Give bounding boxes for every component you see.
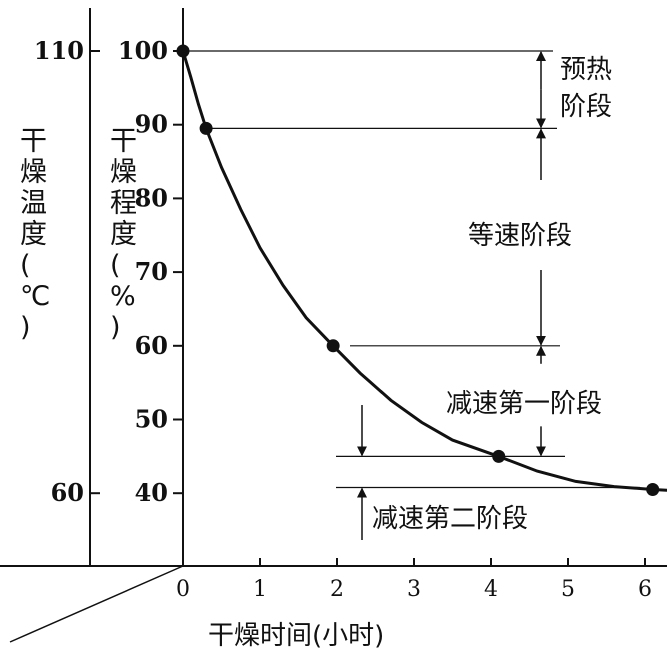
x-tick-label: 5 [561,577,575,602]
y-tick-label: 80 [135,183,168,212]
y-axis-label: 干燥程度(%) [110,126,137,343]
temperature-tick-label: 110 [34,36,84,65]
y-tick-label: 40 [135,478,168,507]
x-tick-label: 1 [253,577,267,602]
x-tick-label: 3 [407,577,421,602]
data-point [199,121,213,135]
constant-rate-stage-label: 等速阶段 [468,221,572,251]
data-point [492,449,506,463]
x-axis-label: 干燥时间(小时) [208,621,384,651]
falling-rate-1-stage-label: 减速第一阶段 [446,389,602,419]
stage-guide-lines [183,50,640,540]
x-tick-group: 0 1 2 3 4 5 6 [176,558,652,602]
x-tick-label: 6 [638,577,652,602]
x-tick-label: 2 [330,577,344,602]
y-tick-label: 50 [135,405,168,434]
data-point [326,339,340,353]
data-point [646,483,660,497]
data-point [176,44,190,58]
x-tick-label: 4 [484,577,498,602]
y-tick-label: 70 [135,257,168,286]
x-tick-label: 0 [176,577,190,602]
y-tick-label: 90 [135,110,168,139]
preheat-stage-label: 预热阶段 [560,55,612,122]
data-point-group [176,44,660,497]
falling-rate-2-stage-label: 减速第二阶段 [372,504,528,534]
y-tick-label: 60 [135,331,168,360]
y-tick-group: 100 90 80 70 60 50 40 [118,36,183,507]
drying-curve-line [181,50,667,492]
temperature-axis-label: 干燥温度(℃) [20,126,50,343]
origin-diagonal [9,565,184,643]
temperature-tick-label: 60 [51,478,84,507]
temperature-tick-group: 110 60 [34,36,100,507]
y-tick-label: 100 [118,36,168,65]
